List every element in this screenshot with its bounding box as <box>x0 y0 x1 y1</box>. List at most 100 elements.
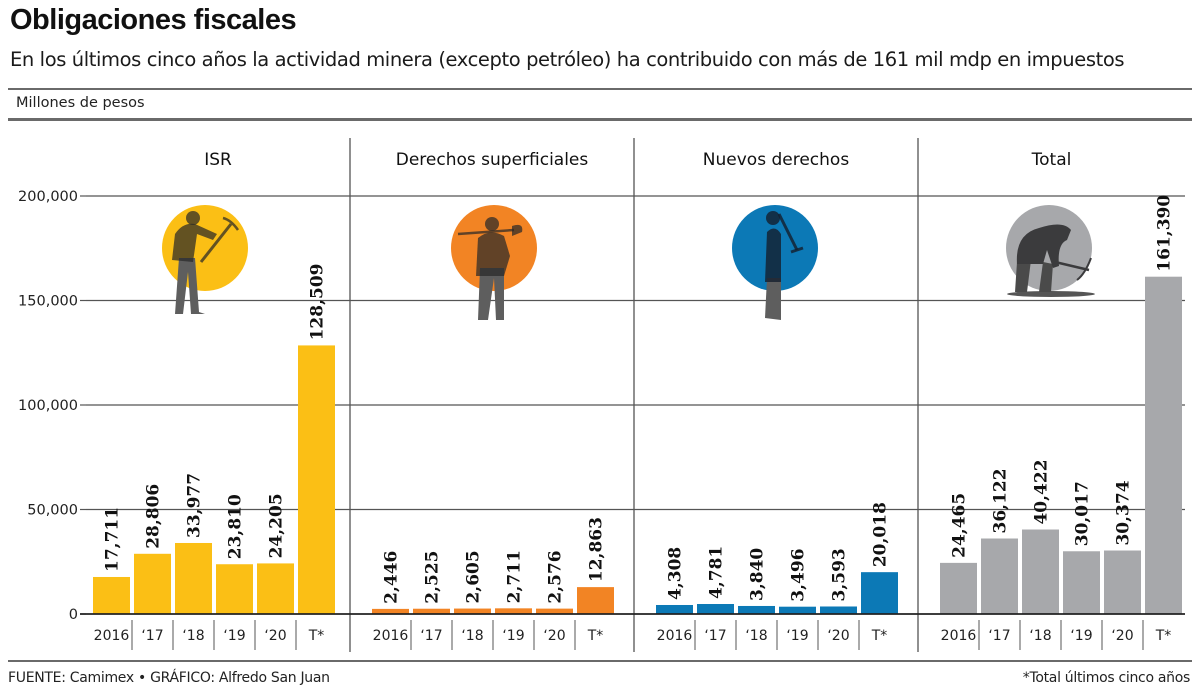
miner-legs <box>175 258 205 314</box>
x-tick-label: ‘20 <box>1111 628 1133 644</box>
bar <box>454 608 491 614</box>
panel-nuevos-derechos: Nuevos derechos 4,308 2016 4,781 ‘17 3,840 ‘18… <box>656 150 898 650</box>
panel-title: Total <box>1031 150 1072 170</box>
miner-digging-icon <box>1006 205 1095 297</box>
miner-legs <box>765 278 781 320</box>
x-tick-label: ‘19 <box>223 628 245 644</box>
panel-total: Total 24,465 2016 36,122 ‘17 40,422 ‘18 30,017 ‘… <box>940 150 1182 650</box>
data-label: 2,525 <box>423 550 443 603</box>
miner-legs <box>1015 260 1053 292</box>
panel-derechos-superficiales: Derechos superficiales 2,446 2016 2,525 ‘17 2… <box>372 150 614 650</box>
x-tick-label: 2016 <box>941 628 977 644</box>
bar <box>175 542 212 614</box>
bar <box>820 606 857 614</box>
data-label: 24,205 <box>267 493 287 558</box>
x-tick-label: ‘17 <box>988 628 1010 644</box>
y-tick-label: 200,000 <box>18 189 78 205</box>
shovel-blade <box>512 224 523 236</box>
footnote: *Total últimos cinco años <box>1022 670 1191 686</box>
data-label: 3,496 <box>789 548 809 601</box>
x-tick-label: 2016 <box>657 628 693 644</box>
data-label: 12,863 <box>587 517 607 582</box>
panel-isr: ISR 17,711 2016 28,806 ‘17 33,977 ‘18 23,810 ‘19… <box>93 150 335 650</box>
chart-title: Obligaciones fiscales <box>10 4 297 36</box>
y-tick-label: 100,000 <box>18 398 78 414</box>
bar <box>738 605 775 614</box>
data-label: 30,017 <box>1073 481 1093 546</box>
panel-title: Derechos superficiales <box>396 150 589 170</box>
x-tick-label: ‘17 <box>141 628 163 644</box>
x-tick-label: ‘18 <box>182 628 204 644</box>
bar <box>861 572 898 614</box>
bar <box>536 608 573 614</box>
miner-head <box>766 211 780 225</box>
data-label: 20,018 <box>871 502 891 567</box>
x-tick-label: T* <box>1155 628 1172 644</box>
unit-label: Millones de pesos <box>16 95 145 111</box>
hammer-handle <box>777 213 799 251</box>
miner-body <box>172 223 217 262</box>
bar <box>940 562 977 614</box>
data-label: 17,711 <box>103 507 123 572</box>
x-tick-label: ‘20 <box>827 628 849 644</box>
bar <box>372 608 409 614</box>
bar <box>495 608 532 614</box>
x-tick-label: ‘19 <box>502 628 524 644</box>
miner-shovel-icon <box>451 205 537 320</box>
bar <box>413 608 450 614</box>
x-tick-label: ‘17 <box>420 628 442 644</box>
bar <box>981 538 1018 614</box>
x-tick-label: T* <box>308 628 325 644</box>
data-label: 3,840 <box>748 548 768 601</box>
source-credit: FUENTE: Camimex • GRÁFICO: Alfredo San J… <box>8 670 330 686</box>
chart-subtitle: En los últimos cinco años la actividad m… <box>10 48 1125 71</box>
data-label: 24,465 <box>950 493 970 558</box>
x-tick-label: ‘20 <box>264 628 286 644</box>
miner-pickaxe-icon <box>162 205 248 314</box>
shovel-handle <box>457 228 515 236</box>
bar <box>656 604 693 614</box>
ground-shadow <box>1007 291 1095 297</box>
data-label: 4,308 <box>666 547 686 600</box>
x-tick-label: ‘18 <box>745 628 767 644</box>
bar <box>697 604 734 614</box>
y-tick-label: 50,000 <box>27 503 78 519</box>
bar <box>1063 551 1100 614</box>
x-tick-label: T* <box>871 628 888 644</box>
y-tick-label: 0 <box>69 607 78 623</box>
bar <box>1104 550 1141 614</box>
bar <box>779 606 816 614</box>
bar <box>298 345 335 614</box>
pickaxe-head <box>1076 257 1092 281</box>
data-label: 36,122 <box>991 468 1011 533</box>
x-tick-label: ‘20 <box>543 628 565 644</box>
miner-head <box>485 217 499 231</box>
bar <box>257 563 294 614</box>
data-label: 4,781 <box>707 546 727 599</box>
pickaxe-handle <box>199 223 233 263</box>
miner-body <box>476 232 510 276</box>
bar <box>93 576 130 614</box>
top-divider <box>8 88 1192 90</box>
y-tick-label: 150,000 <box>18 294 78 310</box>
bar <box>134 553 171 614</box>
x-tick-label: ‘18 <box>1029 628 1051 644</box>
miner-body <box>1016 224 1071 268</box>
data-label: 2,446 <box>382 551 402 604</box>
miner-legs <box>478 268 504 320</box>
data-label: 30,374 <box>1114 480 1134 545</box>
data-label: 2,711 <box>505 550 525 603</box>
footer-divider <box>8 660 1192 662</box>
data-label: 33,977 <box>185 473 205 538</box>
miner-body <box>765 228 781 282</box>
bar <box>216 564 253 614</box>
panel-title: ISR <box>204 150 232 170</box>
bar <box>1022 529 1059 614</box>
data-label: 161,390 <box>1155 195 1175 272</box>
miner-head <box>186 211 200 225</box>
bar <box>1145 276 1182 614</box>
x-tick-label: ‘17 <box>704 628 726 644</box>
pickaxe-handle <box>1054 260 1090 272</box>
data-label: 2,605 <box>464 550 484 603</box>
miner-hammer-icon <box>732 205 818 320</box>
